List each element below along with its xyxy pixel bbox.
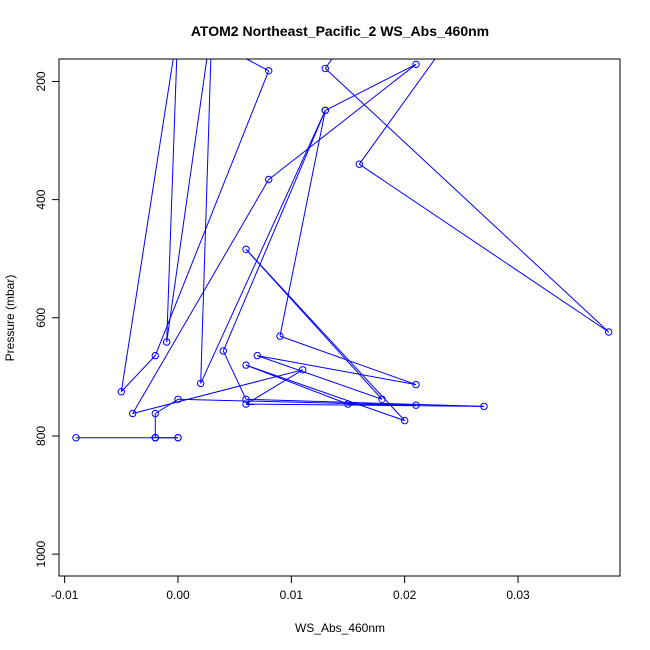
- series-line-segment: [245, 364, 349, 405]
- y-tick-label: 1000: [34, 540, 48, 567]
- data-point: [321, 106, 329, 115]
- data-point: [253, 351, 261, 360]
- data-point: [265, 175, 273, 184]
- series-line-segment: [200, 110, 326, 384]
- data-point: [174, 395, 182, 403]
- y-tick-label: 200: [34, 71, 48, 91]
- data-point: [605, 328, 613, 336]
- x-tick-label: 0.00: [166, 588, 190, 602]
- series-line-segment: [120, 355, 156, 393]
- data-point: [197, 379, 205, 388]
- data-point: [412, 380, 420, 389]
- series-line-segment: [222, 350, 247, 400]
- data-point: [321, 64, 329, 73]
- data-point: [242, 400, 250, 408]
- y-tick-label: 600: [34, 307, 48, 327]
- data-point: [151, 409, 160, 418]
- series-line-segment: [245, 369, 303, 405]
- y-axis-label: Pressure (mbar): [3, 275, 17, 362]
- series-line-segment: [358, 59, 436, 165]
- data-point: [151, 351, 160, 360]
- series-line-segment: [257, 355, 383, 400]
- y-tick-label: 400: [34, 189, 48, 209]
- series-line-segment: [166, 59, 178, 343]
- chart-title: ATOM2 Northeast_Pacific_2 WS_Abs_460nm: [191, 23, 489, 39]
- data-point: [242, 395, 250, 403]
- data-point: [242, 361, 250, 369]
- data-point: [219, 347, 228, 355]
- data-point: [151, 434, 160, 442]
- series-line-segment: [154, 70, 270, 356]
- series-line-segment: [200, 59, 212, 384]
- data-point: [174, 434, 182, 442]
- series-line-segment: [324, 68, 610, 333]
- series-line-segment: [120, 59, 174, 392]
- x-tick-label: 0.01: [280, 588, 304, 602]
- y-axis: 200 400 600 800 1000: [34, 71, 60, 567]
- x-tick-label: 0.02: [393, 588, 417, 602]
- data-point: [299, 366, 307, 374]
- series-line-segment: [166, 59, 208, 343]
- data-point: [378, 395, 386, 403]
- data-point: [412, 401, 420, 409]
- data-point: [129, 409, 137, 418]
- series-line-segment: [245, 398, 485, 407]
- series-line-segment: [132, 369, 303, 414]
- series-line-segment: [268, 63, 417, 180]
- data-point: [412, 60, 420, 69]
- series-line-segment: [222, 110, 326, 352]
- series-line-segment: [279, 335, 417, 386]
- series-line-segment: [132, 179, 270, 414]
- series-line-segment: [245, 59, 269, 72]
- series-line-segment: [325, 63, 417, 111]
- data-layer: [72, 59, 613, 442]
- data-point: [117, 388, 126, 396]
- data-point: [276, 332, 284, 340]
- x-axis: -0.01 0.00 0.01 0.02 0.03: [51, 575, 530, 602]
- series-line-segment: [359, 163, 609, 333]
- x-axis-label: WS_Abs_460nm: [295, 621, 385, 635]
- data-point: [344, 400, 352, 408]
- series-line-segment: [155, 398, 179, 414]
- series-line-segment: [257, 355, 417, 386]
- series-line-segment: [245, 403, 485, 407]
- series-line-segment: [279, 110, 326, 337]
- x-tick-label: -0.01: [51, 588, 79, 602]
- series-line-segment: [245, 364, 405, 422]
- data-point: [265, 67, 273, 75]
- data-point: [72, 434, 80, 442]
- data-point: [355, 160, 363, 168]
- data-point: [480, 402, 488, 411]
- x-tick-label: 0.03: [506, 588, 530, 602]
- data-point: [242, 245, 250, 254]
- data-point: [401, 416, 409, 425]
- data-point: [163, 338, 171, 346]
- y-tick-label: 800: [34, 426, 48, 446]
